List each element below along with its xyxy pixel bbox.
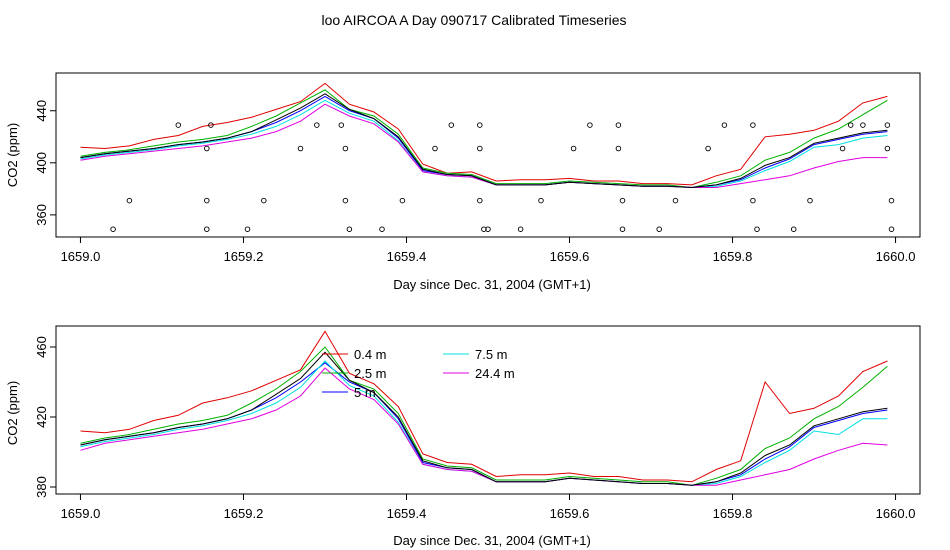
bottom-panel: Day since Dec. 31, 2004 (GMT+1) CO2 (ppm… (5, 325, 921, 548)
top-series-line-reference (80, 93, 888, 189)
status-point (448, 122, 455, 128)
top-status-points (110, 122, 895, 232)
top-y-tick-label: 360 (34, 204, 49, 226)
status-point (517, 226, 524, 232)
status-point (587, 122, 593, 128)
status-point (888, 197, 895, 204)
status-point (485, 226, 491, 232)
legend-label: 0.4 m (354, 347, 387, 362)
bottom-series-line-reference (80, 351, 888, 486)
status-point (750, 122, 756, 128)
status-point (672, 197, 679, 204)
status-point (705, 145, 711, 152)
status-point (477, 122, 483, 128)
status-point (477, 145, 483, 152)
status-point (379, 226, 385, 232)
top-x-tick-label: 1659.0 (61, 249, 101, 264)
top-x-tick-label: 1659.4 (387, 249, 427, 264)
bottom-series-group (80, 330, 888, 486)
top-series-group (80, 82, 888, 189)
status-point (204, 197, 210, 204)
status-point (204, 145, 210, 152)
status-point (481, 226, 487, 232)
bottom-y-tick-label: 420 (34, 406, 49, 428)
status-point (261, 197, 267, 204)
bottom-x-tick-label: 1659.6 (550, 506, 590, 521)
top-series-line-0-4-m (80, 82, 888, 186)
top-x-tick-label: 1660.0 (876, 249, 916, 264)
bottom-axis-ticks: 1659.0 1659.2 1659.4 1659.6 1659.8 1660.0 380 4… (34, 336, 915, 521)
status-point (314, 122, 320, 128)
bottom-x-tick-label: 1659.4 (387, 506, 427, 521)
status-point (126, 197, 133, 204)
status-point (538, 197, 544, 204)
status-point (338, 122, 345, 128)
status-point (570, 145, 577, 152)
status-point (619, 226, 626, 232)
status-point (839, 145, 846, 152)
top-series-line-2-5-m (80, 89, 888, 189)
status-point (342, 145, 349, 152)
bottom-x-tick-label: 1660.0 (876, 506, 916, 521)
chart-title: loo AIRCOA A Day 090717 Calibrated Times… (321, 12, 626, 28)
bottom-y-axis-label: CO2 (ppm) (5, 381, 20, 445)
bottom-x-tick-label: 1659.2 (224, 506, 264, 521)
status-point (790, 226, 797, 232)
top-x-tick-label: 1659.2 (224, 249, 264, 264)
top-x-tick-label: 1659.6 (550, 249, 590, 264)
legend-label: 5 m (354, 385, 376, 400)
top-x-axis-label: Day since Dec. 31, 2004 (GMT+1) (393, 277, 591, 292)
bottom-x-axis-label: Day since Dec. 31, 2004 (GMT+1) (393, 533, 591, 548)
top-y-tick-label: 440 (34, 100, 49, 122)
legend-label: 7.5 m (475, 347, 508, 362)
bottom-y-tick-label: 460 (34, 336, 49, 358)
status-point (244, 226, 251, 232)
status-point (750, 197, 756, 204)
top-y-axis-label: CO2 (ppm) (5, 123, 20, 187)
top-axis-ticks: 1659.0 1659.2 1659.4 1659.6 1659.8 1660.0 360 4… (34, 100, 915, 264)
status-point (615, 145, 622, 152)
top-panel: Day since Dec. 31, 2004 (GMT+1) CO2 (ppm… (5, 72, 921, 292)
bottom-plot-frame (55, 325, 921, 495)
status-point (399, 197, 406, 204)
status-point (477, 197, 483, 204)
bottom-series-line-2-5-m (80, 346, 888, 486)
status-point (432, 145, 438, 152)
status-point (860, 122, 866, 128)
legend-label: 2.5 m (354, 366, 387, 381)
top-series-line-24-4-m (80, 103, 888, 188)
status-point (110, 226, 116, 232)
status-point (884, 122, 891, 128)
status-point (175, 122, 182, 128)
bottom-series-line-24-4-m (80, 367, 888, 486)
status-point (297, 145, 304, 152)
top-plot-frame (55, 72, 921, 238)
bottom-x-tick-label: 1659.0 (61, 506, 101, 521)
bottom-x-tick-label: 1659.8 (713, 506, 753, 521)
top-series-line-7-5-m (80, 99, 888, 189)
status-point (342, 197, 349, 204)
top-x-tick-label: 1659.8 (713, 249, 753, 264)
status-point (615, 122, 622, 128)
status-point (204, 226, 210, 232)
status-point (346, 226, 353, 232)
bottom-series-line-0-4-m (80, 330, 888, 483)
status-point (807, 197, 813, 204)
top-y-tick-label: 400 (34, 152, 49, 174)
legend-label: 24.4 m (475, 366, 515, 381)
status-point (754, 226, 760, 232)
legend: 0.4 m 2.5 m 5 m 7.5 m 24.4 m (322, 347, 515, 400)
status-point (888, 226, 895, 232)
status-point (208, 122, 214, 128)
status-point (656, 226, 662, 232)
bottom-y-tick-label: 380 (34, 476, 49, 498)
status-point (847, 122, 854, 128)
status-point (884, 145, 891, 152)
status-point (721, 122, 728, 128)
status-point (619, 197, 626, 204)
